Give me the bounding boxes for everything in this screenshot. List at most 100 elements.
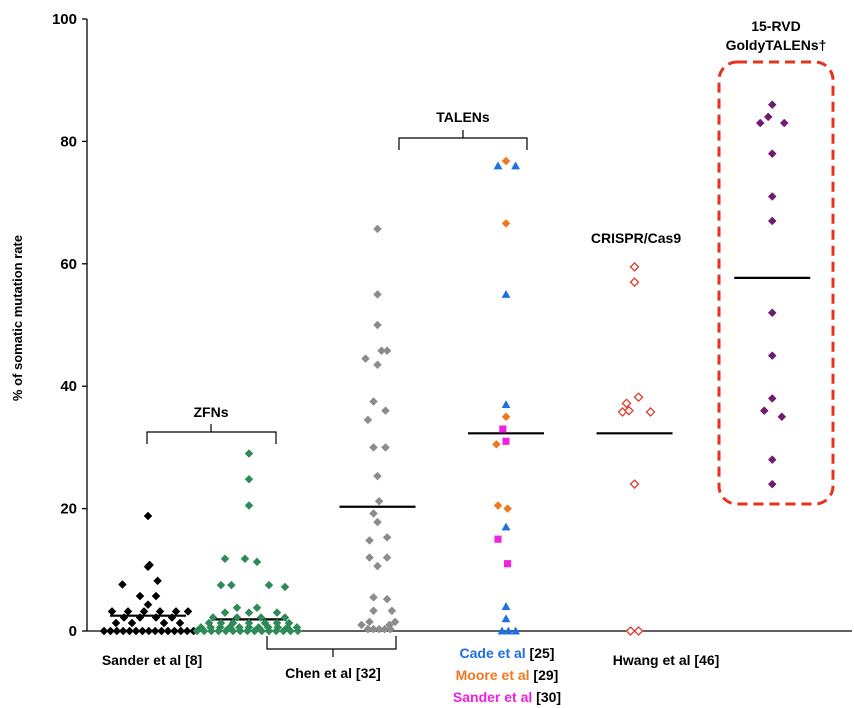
data-point-cade (493, 161, 503, 170)
data-point-chen (204, 618, 214, 628)
data-point-chen (272, 608, 282, 617)
data-point-sander8 (159, 618, 169, 628)
data-point-moore (501, 219, 511, 228)
data-point-hwang (629, 479, 640, 490)
data-point-sander30 (504, 560, 512, 568)
data-point-sander8 (138, 626, 147, 636)
data-point-goldy (767, 394, 777, 403)
data-point-sander8 (171, 607, 181, 616)
data-point-sander8 (151, 613, 161, 622)
data-point-chen (264, 580, 274, 590)
data-point-talen_gray (361, 354, 370, 364)
data-point-talen_gray (357, 620, 366, 630)
data-point-talen_gray (373, 320, 382, 330)
data-point-cade (501, 400, 511, 409)
data-point-sander8 (118, 580, 127, 589)
data-point-chen (244, 449, 254, 458)
data-point-talen_gray (382, 533, 392, 542)
data-point-sander8 (151, 591, 161, 601)
data-point-talen_gray (373, 471, 382, 481)
data-point-chen (196, 622, 206, 632)
data-point-chen (208, 613, 218, 622)
data-point-sander30 (494, 535, 502, 543)
data-point-talen_gray (382, 594, 392, 604)
y-tick-label: 0 (69, 623, 77, 640)
legend-moore-name: Moore et al (456, 667, 530, 683)
data-point-cade (501, 602, 511, 610)
legend-sander30-name: Sander et al (453, 689, 532, 705)
y-tick-label: 80 (60, 133, 77, 150)
data-point-talen_gray (374, 496, 384, 506)
data-point-sander8 (119, 613, 129, 622)
axes: 0 20 40 60 80 100 (52, 11, 852, 640)
goldytalens-label-line2: GoldyTALENs† (726, 37, 827, 53)
zfns-bracket (146, 424, 277, 444)
y-tick-label: 60 (60, 256, 77, 273)
data-point-sander8 (183, 607, 193, 616)
y-tick-label: 40 (60, 378, 77, 395)
data-point-sander8 (106, 626, 115, 636)
data-point-sander8 (150, 626, 160, 636)
data-point-talen_gray (369, 397, 378, 406)
data-point-moore (493, 501, 503, 510)
data-point-talen_gray (365, 536, 374, 545)
data-point-chen (252, 557, 262, 567)
data-point-sander8 (123, 607, 133, 616)
data-point-goldy (767, 100, 777, 110)
data-point-sander8 (143, 511, 153, 521)
data-point-sander30 (502, 437, 510, 445)
data-point-sander8 (153, 576, 162, 586)
data-point-sander8 (170, 626, 179, 636)
data-point-hwang (633, 626, 644, 636)
data-point-sander8 (176, 626, 186, 636)
y-tick-label: 20 (60, 501, 77, 518)
data-point-chen (254, 622, 263, 632)
data-point-talen_gray (365, 553, 374, 562)
data-point-hwang (629, 277, 640, 288)
talens-label: TALENs (436, 109, 490, 125)
data-point-chen (260, 618, 270, 628)
data-point-sander8 (175, 618, 185, 628)
data-point-moore (503, 504, 512, 513)
data-point-goldy (759, 406, 769, 416)
data-point-sander8 (167, 613, 177, 622)
data-point-chen (244, 618, 254, 628)
data-point-chen (227, 580, 236, 590)
data-point-talen_gray (369, 443, 378, 452)
data-point-talen_gray (387, 606, 397, 616)
data-point-sander8 (155, 607, 165, 616)
data-point-chen (235, 622, 244, 632)
data-point-talen_gray (382, 346, 392, 356)
data-point-chen (284, 618, 294, 628)
data-point-talen_gray (381, 406, 390, 416)
data-point-sander8 (99, 626, 109, 636)
data-point-sander8 (163, 626, 173, 636)
data-point-talen_gray (373, 290, 382, 299)
data-point-cade (497, 626, 507, 635)
data-point-cade (511, 626, 521, 635)
data-point-talen_gray (373, 360, 382, 370)
data-point-sander8 (135, 613, 145, 622)
data-point-talen_gray (390, 617, 400, 627)
data-point-cade (501, 522, 511, 531)
data-point-cade (503, 626, 513, 635)
legend-cade-ref: [25] (526, 645, 555, 661)
data-point-moore (501, 412, 511, 422)
data-point-talen_gray (373, 517, 382, 527)
data-point-goldy (767, 351, 777, 360)
data-point-goldy (779, 118, 789, 128)
chen-bracket (266, 636, 397, 657)
category-label-hwang: Hwang et al [46] (613, 652, 720, 668)
data-point-chen (240, 554, 250, 564)
data-point-cade (511, 161, 521, 170)
data-point-moore (501, 156, 511, 166)
data-point-moore (492, 439, 501, 449)
data-point-talen_gray (365, 617, 374, 627)
data-point-talen_gray (373, 224, 382, 234)
legend-sander30: Sander et al [30] (453, 689, 561, 705)
data-point-chen (216, 580, 226, 590)
y-axis-label: % of somatic mutation rate (10, 235, 25, 401)
data-point-talen_gray (363, 415, 373, 425)
data-point-sander8 (127, 618, 137, 628)
